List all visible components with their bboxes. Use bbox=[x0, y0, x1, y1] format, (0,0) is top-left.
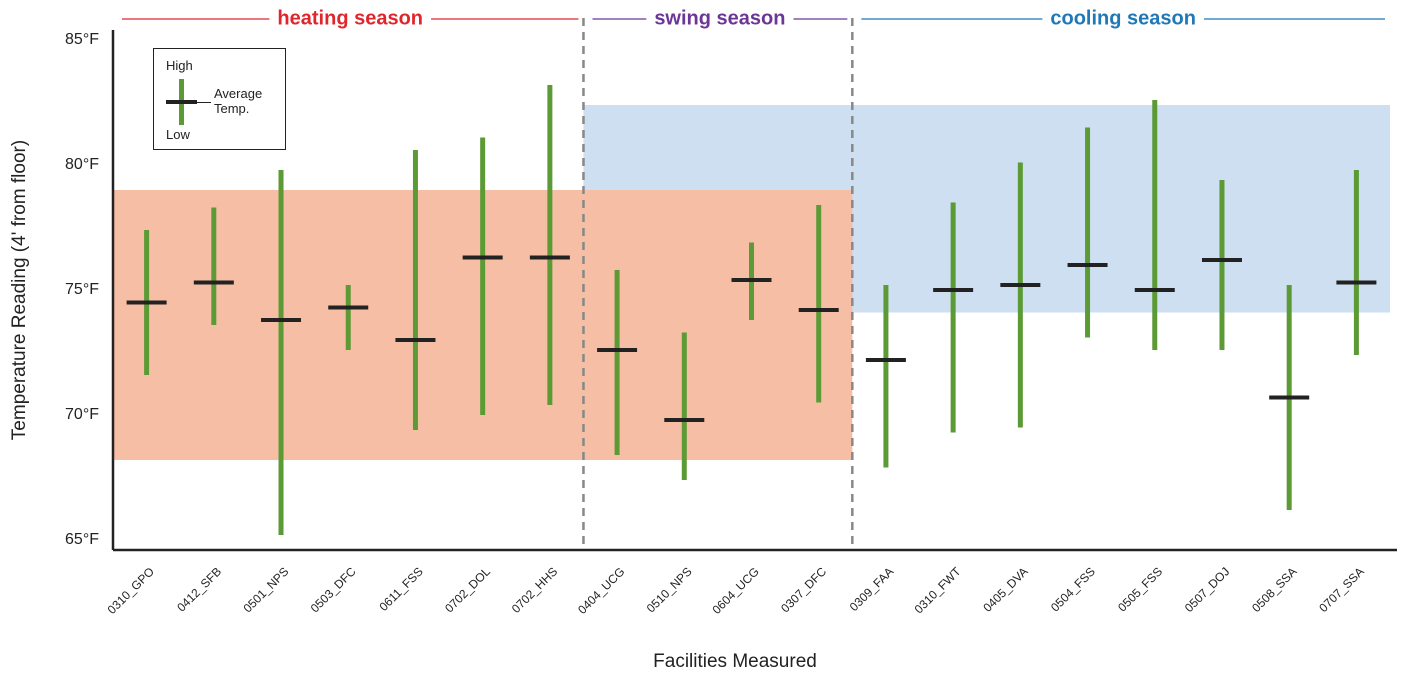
y-tick-label: 80°F bbox=[65, 156, 99, 173]
x-tick-label: 0501_NPS bbox=[240, 564, 291, 615]
x-tick-label: 0405_DVA bbox=[980, 564, 1030, 614]
legend-average-swatch bbox=[166, 100, 197, 104]
x-tick-label: 0702_DOL bbox=[442, 564, 493, 615]
legend-high: High bbox=[166, 58, 193, 73]
y-tick-label: 85°F bbox=[65, 31, 99, 48]
x-tick-label: 0508_SSA bbox=[1249, 564, 1299, 614]
legend: High Low Average Temp. bbox=[153, 48, 286, 150]
x-tick-label: 0503_DFC bbox=[308, 564, 359, 615]
season-label: heating season bbox=[277, 7, 423, 29]
y-axis-label: Temperature Reading (4' from floor) bbox=[9, 140, 30, 440]
x-tick-label: 0309_FAA bbox=[847, 564, 897, 614]
x-axis-label: Facilities Measured bbox=[653, 651, 817, 672]
y-tick-label: 75°F bbox=[65, 281, 99, 298]
season-label: cooling season bbox=[1050, 7, 1196, 29]
legend-leader bbox=[197, 102, 211, 103]
x-tick-label: 0404_UCG bbox=[575, 564, 627, 616]
x-tick-label: 0507_DOJ bbox=[1182, 564, 1232, 614]
x-tick-label: 0510_NPS bbox=[644, 564, 695, 615]
x-tick-label: 0310_GPO bbox=[105, 564, 157, 616]
legend-average: Average Temp. bbox=[214, 86, 263, 116]
x-tick-label: 0310_FWT bbox=[912, 564, 964, 616]
x-tick-label: 0611_FSS bbox=[376, 564, 425, 613]
x-tick-label: 0412_SFB bbox=[174, 564, 224, 614]
y-tick-label: 70°F bbox=[65, 406, 99, 423]
x-tick-label: 0504_FSS bbox=[1048, 564, 1098, 614]
x-tick-label: 0604_UCG bbox=[710, 564, 762, 616]
x-tick-label: 0505_FSS bbox=[1115, 564, 1165, 614]
x-tick-label: 0702_HHS bbox=[509, 564, 560, 615]
legend-low: Low bbox=[166, 127, 190, 142]
x-tick-label: 0307_DFC bbox=[778, 564, 829, 615]
x-tick-label: 0707_SSA bbox=[1316, 564, 1366, 614]
y-tick-label: 65°F bbox=[65, 531, 99, 548]
season-label: swing season bbox=[654, 7, 785, 29]
